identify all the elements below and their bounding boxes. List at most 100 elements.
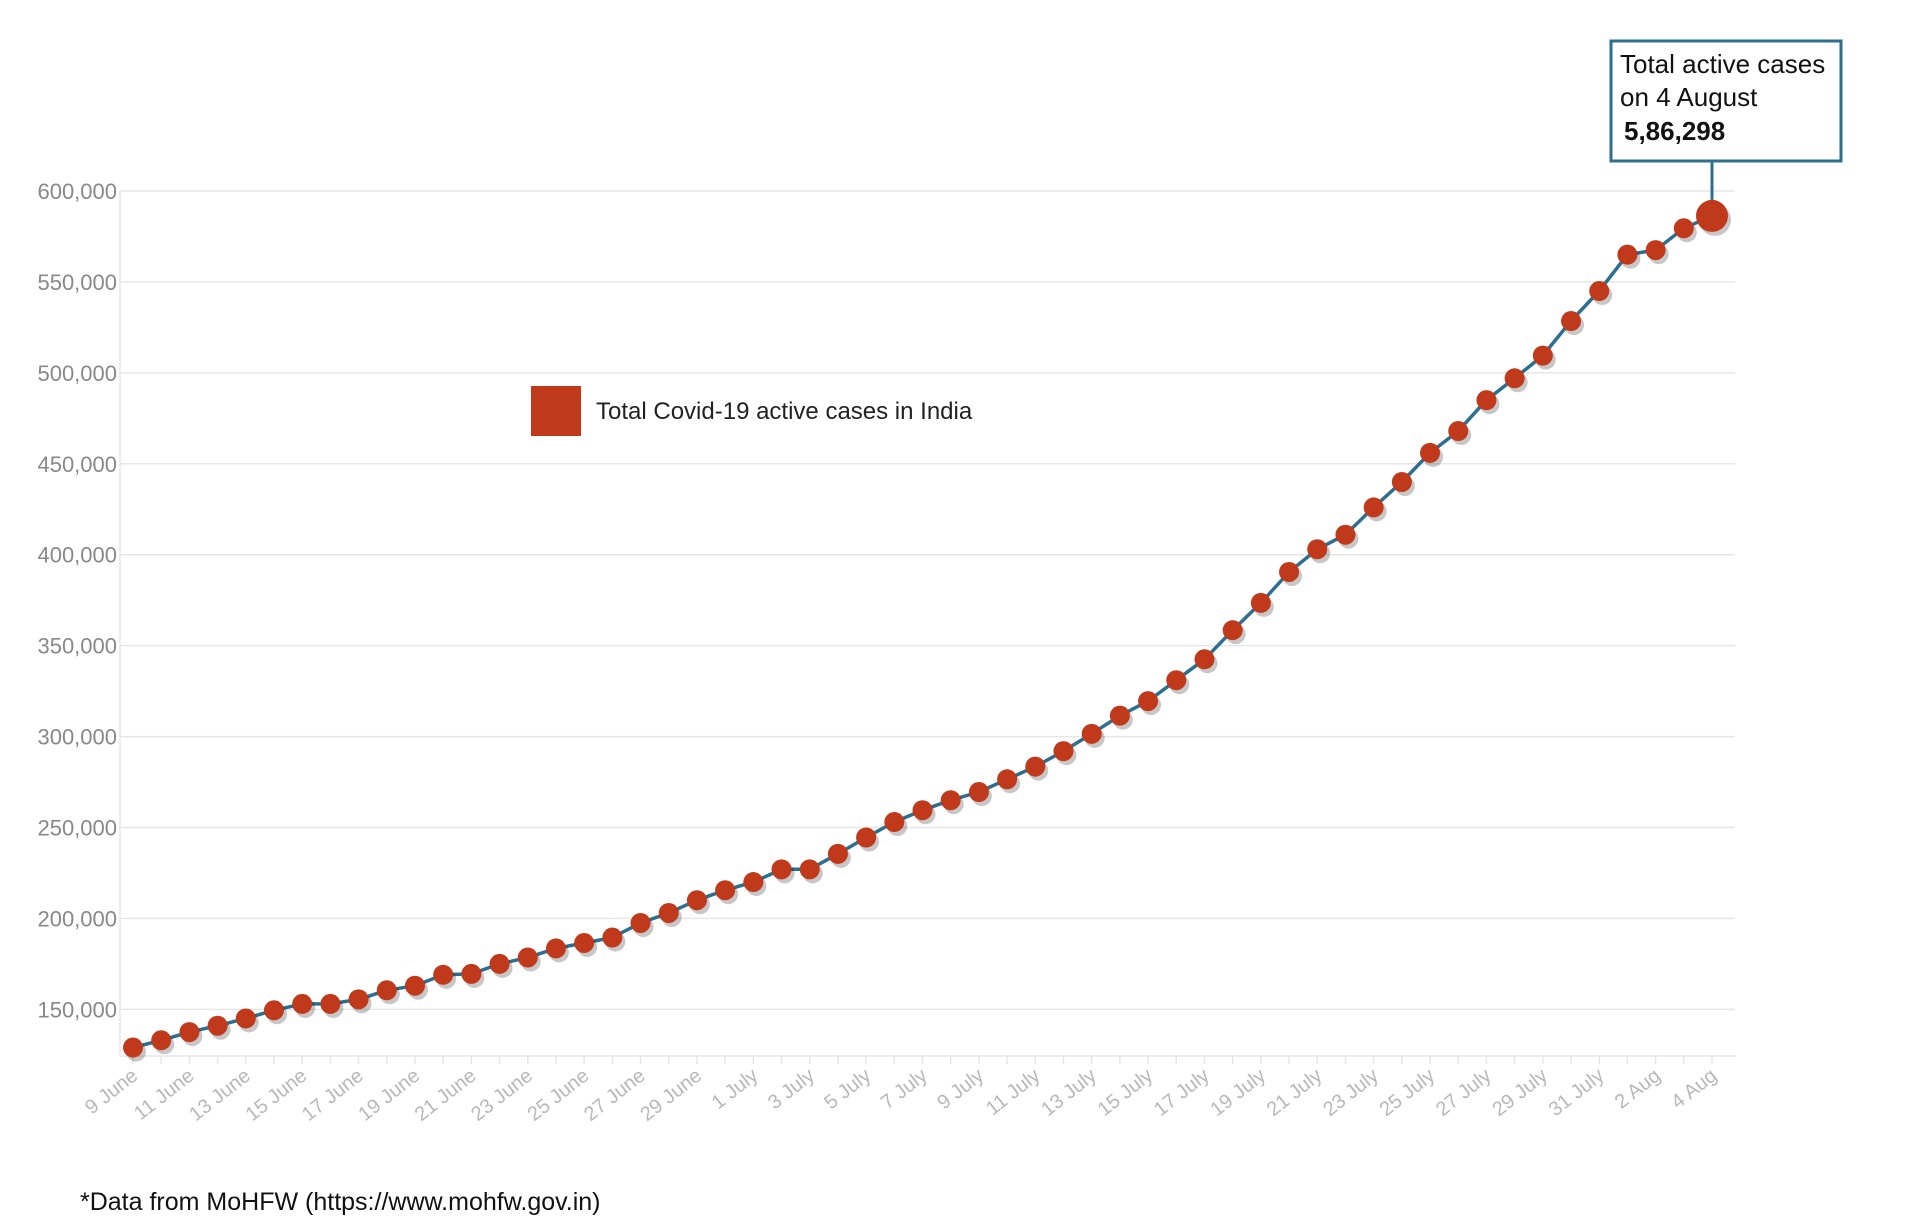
data-point xyxy=(1391,471,1412,492)
data-point xyxy=(292,993,313,1014)
data-point xyxy=(1307,539,1328,560)
data-point xyxy=(179,1022,200,1043)
data-point xyxy=(1673,218,1694,239)
y-tick-label: 500,000 xyxy=(37,361,117,386)
data-point xyxy=(517,947,538,968)
data-point xyxy=(743,872,764,893)
y-axis: 150,000 200,000 250,000 300,000 350,000 400,0… xyxy=(37,179,117,1022)
grid-lines xyxy=(119,190,1735,1057)
x-tick-label: 17 June xyxy=(298,1065,368,1126)
x-tick-label: 29 June xyxy=(636,1065,706,1126)
x-tick-label: 27 June xyxy=(580,1065,650,1126)
y-tick-label: 300,000 xyxy=(37,725,117,750)
data-point xyxy=(574,932,595,953)
data-point xyxy=(884,812,905,833)
x-tick-label: 27 July xyxy=(1432,1065,1495,1121)
x-tick-label: 13 July xyxy=(1037,1065,1100,1121)
source-note: *Data from MoHFW (https://www.mohfw.gov.… xyxy=(80,1188,601,1216)
x-tick-label: 29 July xyxy=(1488,1065,1551,1121)
data-point xyxy=(1645,240,1666,261)
data-point xyxy=(433,964,454,985)
data-point xyxy=(1617,244,1638,265)
x-tick-label: 19 July xyxy=(1206,1065,1269,1121)
data-point xyxy=(997,769,1018,790)
x-tick-label: 23 July xyxy=(1319,1065,1382,1121)
x-tick-label: 3 July xyxy=(764,1065,819,1115)
series-line xyxy=(132,214,1713,1050)
data-point xyxy=(1250,592,1271,613)
x-tick-label: 11 July xyxy=(982,1065,1044,1120)
data-point-latest xyxy=(1696,199,1728,232)
data-point xyxy=(1532,345,1553,366)
x-tick-label: 2 Aug xyxy=(1611,1065,1665,1114)
series-active-cases xyxy=(123,199,1731,1062)
data-point xyxy=(686,890,707,911)
y-tick-label: 350,000 xyxy=(37,634,117,659)
x-tick-label: 19 June xyxy=(354,1065,424,1126)
legend-swatch xyxy=(531,386,581,436)
x-tick-label: 4 Aug xyxy=(1667,1065,1721,1114)
data-point xyxy=(1363,497,1384,518)
data-point xyxy=(1504,368,1525,389)
data-point xyxy=(1420,442,1441,463)
x-tick-label: 7 July xyxy=(877,1065,932,1115)
x-tick-label: 9 July xyxy=(933,1065,988,1115)
callout: Total active cases on 4 August 5,86,298 xyxy=(1609,39,1843,200)
y-tick-label: 200,000 xyxy=(37,906,117,931)
data-point xyxy=(1476,390,1497,411)
x-tick-label: 25 July xyxy=(1376,1065,1439,1121)
data-point xyxy=(320,993,341,1014)
x-tick-label: 17 July xyxy=(1150,1065,1213,1121)
x-tick-label: 31 July xyxy=(1545,1065,1608,1121)
callout-line1: Total active cases xyxy=(1620,49,1825,79)
data-point xyxy=(940,790,961,811)
x-tick-label: 5 July xyxy=(820,1065,875,1115)
data-point xyxy=(1279,561,1300,582)
data-point xyxy=(968,782,989,803)
callout-value: 5,86,298 xyxy=(1624,116,1725,146)
data-point xyxy=(404,975,425,996)
data-point xyxy=(263,1000,284,1021)
data-point xyxy=(1561,311,1582,332)
x-tick-label: 23 June xyxy=(467,1065,537,1126)
y-tick-label: 250,000 xyxy=(37,815,117,840)
x-tick-label: 25 June xyxy=(524,1065,594,1126)
data-point xyxy=(799,859,820,880)
data-point xyxy=(1109,705,1130,726)
data-point xyxy=(207,1015,228,1036)
data-point xyxy=(602,927,623,948)
data-point xyxy=(827,843,848,864)
y-tick-label: 550,000 xyxy=(37,270,117,295)
data-point xyxy=(1166,670,1187,691)
data-point xyxy=(1194,649,1215,670)
callout-line2: on 4 August xyxy=(1620,82,1758,112)
data-point xyxy=(123,1037,143,1058)
data-point xyxy=(1025,756,1046,777)
data-point xyxy=(348,989,369,1010)
y-tick-label: 150,000 xyxy=(37,997,117,1022)
data-point xyxy=(715,880,736,901)
data-point xyxy=(1053,741,1074,762)
data-point xyxy=(771,859,792,880)
x-tick-label: 13 June xyxy=(185,1065,255,1126)
x-tick-label: 15 June xyxy=(242,1065,312,1126)
data-point xyxy=(912,800,933,821)
data-point xyxy=(630,912,651,933)
data-point xyxy=(489,953,510,974)
data-point xyxy=(235,1008,256,1029)
legend: Total Covid-19 active cases in India xyxy=(531,386,973,436)
x-tick-label: 1 July xyxy=(708,1065,763,1115)
data-point xyxy=(1222,620,1243,641)
data-point xyxy=(1448,421,1469,442)
y-tick-label: 400,000 xyxy=(37,543,117,568)
legend-label: Total Covid-19 active cases in India xyxy=(596,398,973,425)
data-point xyxy=(856,827,877,848)
data-point xyxy=(1081,723,1102,744)
data-point xyxy=(461,963,482,984)
data-point xyxy=(545,938,566,959)
data-point xyxy=(376,980,397,1001)
data-point xyxy=(1335,524,1356,545)
y-tick-label: 600,000 xyxy=(37,179,117,204)
